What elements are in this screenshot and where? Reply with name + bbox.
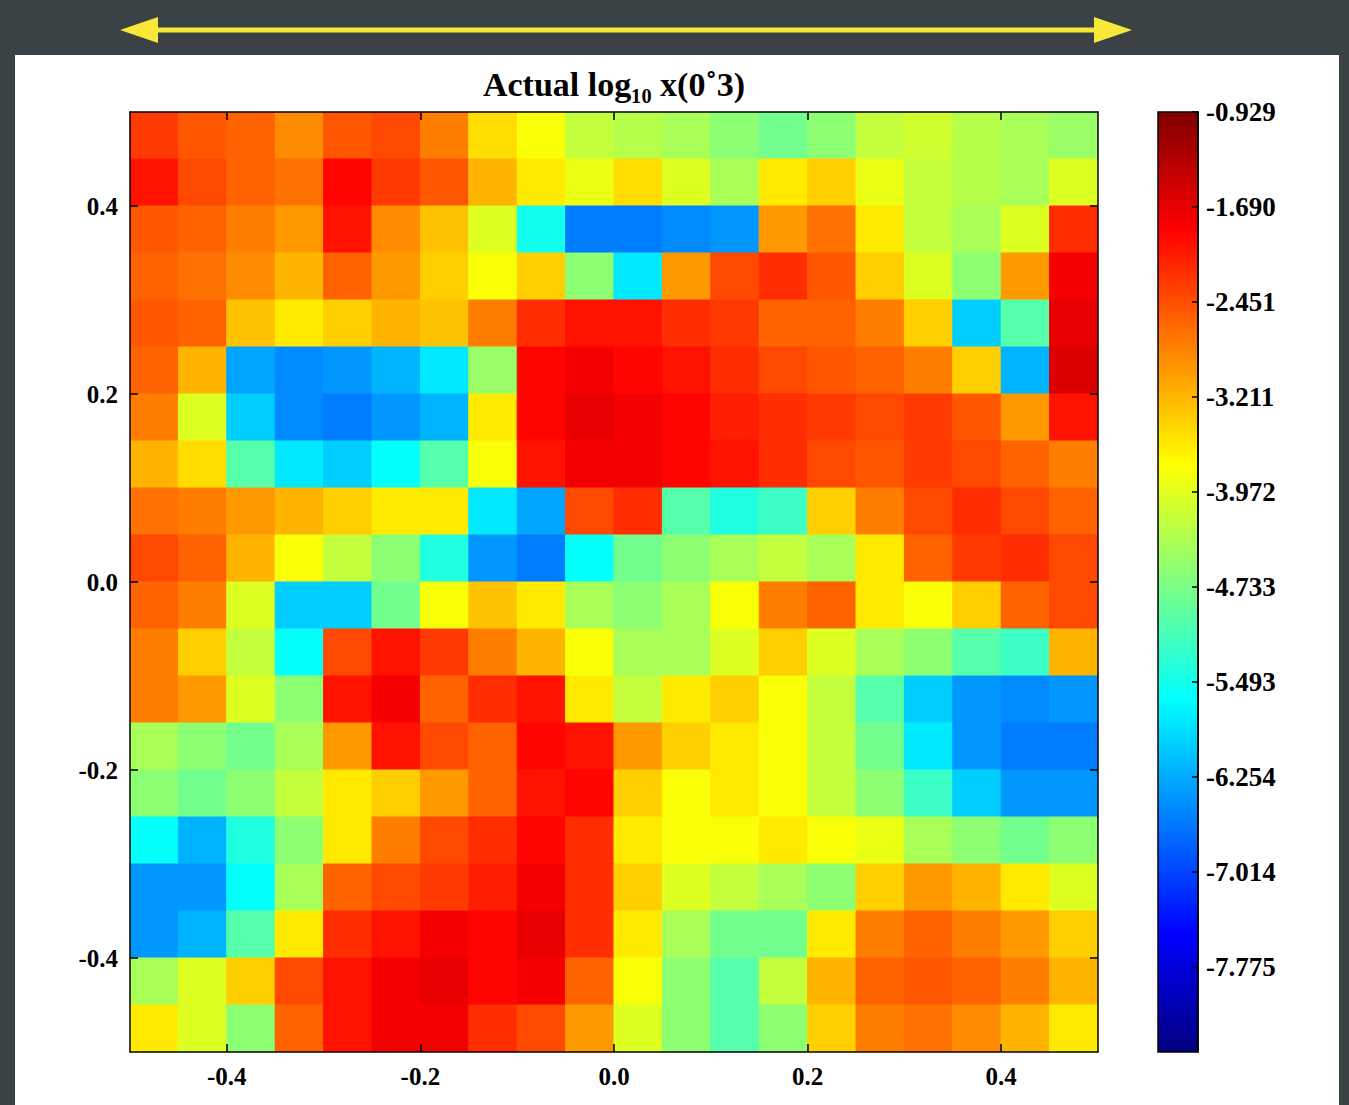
svg-text:-3.972: -3.972 <box>1206 477 1276 507</box>
svg-text:-6.254: -6.254 <box>1206 762 1276 792</box>
svg-text:Actual log₁₀ x(0˚3): Actual log₁₀ x(0˚3) <box>483 66 745 104</box>
svg-text:0.0: 0.0 <box>87 569 118 596</box>
svg-text:-0.2: -0.2 <box>401 1063 441 1090</box>
svg-text:-3.211: -3.211 <box>1206 382 1274 412</box>
svg-text:0.4: 0.4 <box>87 193 119 220</box>
svg-text:0.0: 0.0 <box>598 1063 629 1090</box>
svg-text:-0.929: -0.929 <box>1206 97 1276 127</box>
svg-text:-4.733: -4.733 <box>1206 572 1276 602</box>
svg-text:0.2: 0.2 <box>792 1063 823 1090</box>
svg-text:-2.451: -2.451 <box>1206 287 1276 317</box>
svg-text:0.2: 0.2 <box>87 381 118 408</box>
svg-text:-1.690: -1.690 <box>1206 192 1276 222</box>
svg-text:-5.493: -5.493 <box>1206 667 1276 697</box>
svg-text:-7.775: -7.775 <box>1206 952 1276 982</box>
svg-text:-0.2: -0.2 <box>78 757 118 784</box>
svg-text:-0.4: -0.4 <box>207 1063 247 1090</box>
svg-text:-7.014: -7.014 <box>1206 857 1276 887</box>
svg-text:-0.4: -0.4 <box>78 945 118 972</box>
svg-text:0.4: 0.4 <box>986 1063 1018 1090</box>
